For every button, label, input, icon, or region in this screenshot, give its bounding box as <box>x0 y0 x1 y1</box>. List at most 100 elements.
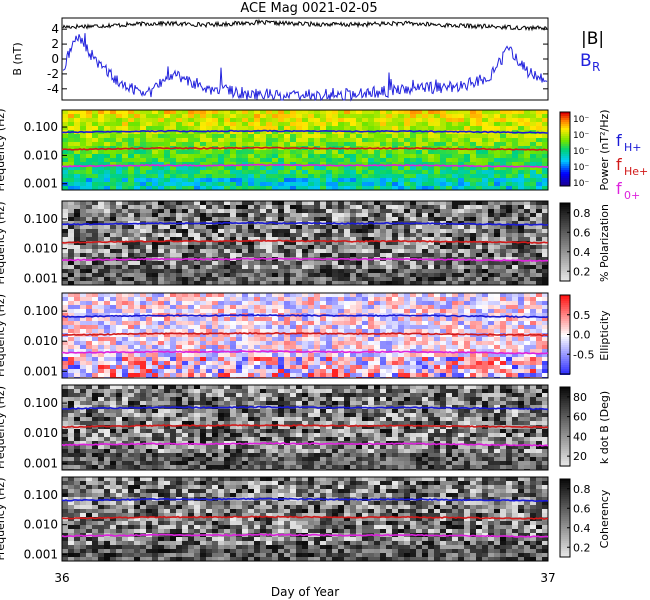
spectrogram-cell <box>116 305 122 309</box>
spectrogram-cell <box>524 225 530 229</box>
spectrogram-cell <box>470 261 476 265</box>
spectrogram-cell <box>128 293 134 297</box>
spectrogram-cell <box>320 130 326 134</box>
spectrogram-cell <box>230 329 236 333</box>
spectrogram-cell <box>164 341 170 345</box>
spectrogram-cell <box>326 178 332 182</box>
spectrogram-cell <box>68 269 74 273</box>
spectrogram-cell <box>446 261 452 265</box>
spectrogram-cell <box>362 118 368 122</box>
spectrogram-cell <box>164 118 170 122</box>
spectrogram-cell <box>62 353 68 357</box>
spectrogram-cell <box>146 245 152 249</box>
spectrogram-cell <box>242 305 248 309</box>
spectrogram-cell <box>416 265 422 269</box>
spectrogram-cell <box>542 265 548 269</box>
spectrogram-cell <box>62 365 68 369</box>
spectrogram-cell <box>542 237 548 241</box>
spectrogram-cell <box>410 114 416 118</box>
spectrogram-cell <box>320 229 326 233</box>
spectrogram-cell <box>110 209 116 213</box>
spectrogram-cell <box>194 170 200 174</box>
spectrogram-cell <box>170 150 176 154</box>
spectrogram-cell <box>158 317 164 321</box>
spectrogram-cell <box>128 114 134 118</box>
spectrogram-cell <box>392 261 398 265</box>
spectrogram-cell <box>512 233 518 237</box>
spectrogram-cell <box>392 297 398 301</box>
spectrogram-cell <box>110 281 116 285</box>
spectrogram-cell <box>122 142 128 146</box>
spectrogram-cell <box>182 373 188 377</box>
spectrogram-cell <box>74 345 80 349</box>
spectrogram-cell <box>146 373 152 377</box>
spectrogram-cell <box>326 205 332 209</box>
spectrogram-cell <box>428 174 434 178</box>
spectrogram-cell <box>206 369 212 373</box>
spectrogram-cell <box>152 333 158 337</box>
spectrogram-cell <box>350 365 356 369</box>
spectrogram-cell <box>518 138 524 142</box>
spectrogram-cell <box>296 373 302 377</box>
spectrogram-cell <box>242 209 248 213</box>
spectrogram-cell <box>470 353 476 357</box>
spectrogram-cell <box>146 261 152 265</box>
spectrogram-cell <box>170 305 176 309</box>
spectrogram-cell <box>356 265 362 269</box>
spectrogram-cell <box>338 170 344 174</box>
spectrogram-cell <box>260 341 266 345</box>
spectrogram-cell <box>356 293 362 297</box>
spectrogram-cell <box>230 229 236 233</box>
spectrogram-cell <box>224 138 230 142</box>
spectrogram-cell <box>464 209 470 213</box>
spectrogram-cell <box>218 170 224 174</box>
spectrogram-cell <box>422 265 428 269</box>
spectrogram-cell <box>152 325 158 329</box>
spectrogram-cell <box>470 281 476 285</box>
spectrogram-cell <box>506 277 512 281</box>
spectrogram-cell <box>404 253 410 257</box>
spectrogram-cell <box>380 233 386 237</box>
spectrogram-cell <box>116 369 122 373</box>
spectrogram-cell <box>98 297 104 301</box>
spectrogram-cell <box>188 166 194 170</box>
spectrogram-cell <box>200 361 206 365</box>
spectrogram-cell <box>254 337 260 341</box>
spectrogram-cell <box>446 369 452 373</box>
spectrogram-cell <box>230 309 236 313</box>
spectrogram-cell <box>248 178 254 182</box>
spectrogram-cell <box>284 114 290 118</box>
spectrogram-cell <box>380 337 386 341</box>
spectrogram-cell <box>434 293 440 297</box>
spectrogram-cell <box>170 182 176 186</box>
spectrogram-cell <box>386 170 392 174</box>
spectrogram-cell <box>86 166 92 170</box>
spectrogram-cell <box>236 126 242 130</box>
spectrogram-cell <box>164 321 170 325</box>
spectrogram-cell <box>200 273 206 277</box>
spectrogram-cell <box>344 325 350 329</box>
spectrogram-cell <box>374 325 380 329</box>
spectrogram-cell <box>236 305 242 309</box>
spectrogram-cell <box>278 142 284 146</box>
spectrogram-cell <box>458 201 464 205</box>
spectrogram-cell <box>284 229 290 233</box>
spectrogram-cell <box>332 122 338 126</box>
spectrogram-cell <box>164 126 170 130</box>
spectrogram-cell <box>158 369 164 373</box>
spectrogram-cell <box>338 241 344 245</box>
spectrogram-cell <box>356 126 362 130</box>
spectrogram-cell <box>320 361 326 365</box>
spectrogram-cell <box>98 138 104 142</box>
spectrogram-cell <box>464 337 470 341</box>
spectrogram-cell <box>416 337 422 341</box>
spectrogram-cell <box>278 154 284 158</box>
spectrogram-cell <box>182 361 188 365</box>
spectrogram-cell <box>152 225 158 229</box>
spectrogram-cell <box>296 138 302 142</box>
spectrogram-cell <box>494 162 500 166</box>
spectrogram-cell <box>524 277 530 281</box>
spectrogram-cell <box>326 233 332 237</box>
legend-label: f <box>616 131 622 150</box>
colorbar-cell <box>560 209 570 211</box>
